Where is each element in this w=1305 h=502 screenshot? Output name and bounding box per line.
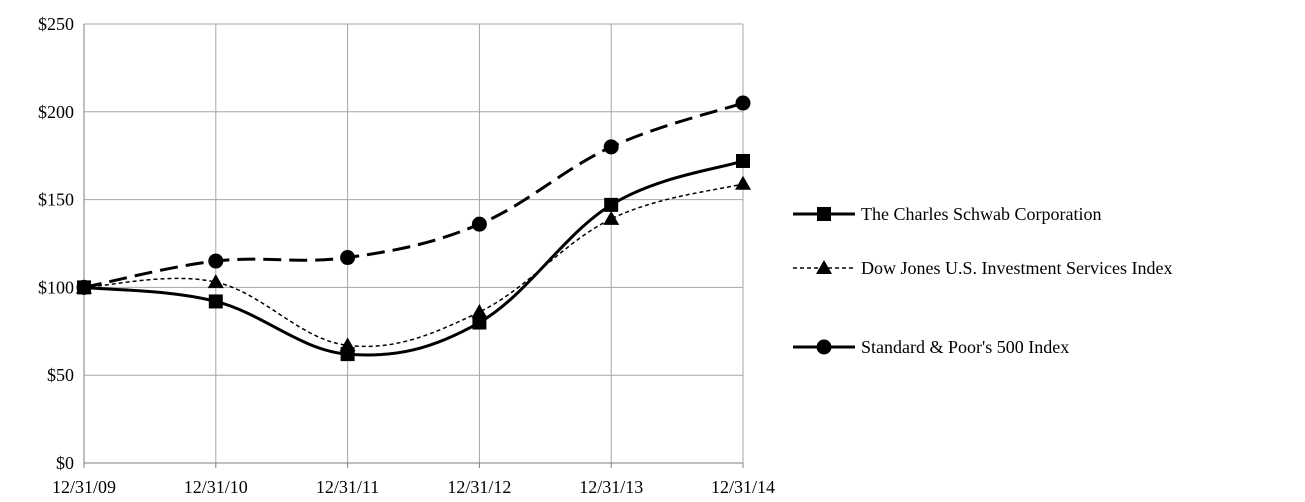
x-tick-label: 12/31/10 xyxy=(184,477,248,497)
data-point-circle xyxy=(735,95,751,111)
data-point-triangle xyxy=(471,303,488,318)
x-tick-label: 12/31/12 xyxy=(447,477,511,497)
series-line xyxy=(83,101,744,289)
y-tick-label: $50 xyxy=(47,365,74,385)
legend-item: The Charles Schwab Corporation xyxy=(793,204,1101,224)
series-line xyxy=(83,183,744,348)
series-line xyxy=(83,159,744,357)
axes xyxy=(83,24,743,464)
legend-marker-triangle xyxy=(816,260,832,274)
data-point-triangle xyxy=(603,210,620,225)
x-tick-label: 12/31/09 xyxy=(52,477,116,497)
data-point-circle xyxy=(208,253,224,269)
legend-item: Dow Jones U.S. Investment Services Index xyxy=(793,258,1172,278)
data-point-circle xyxy=(471,216,487,232)
x-tick-label: 12/31/14 xyxy=(711,477,775,497)
series-group xyxy=(76,95,751,362)
x-tick-label: 12/31/13 xyxy=(579,477,643,497)
series-square xyxy=(77,153,750,362)
y-tick-label: $0 xyxy=(56,453,74,473)
legend-label: Dow Jones U.S. Investment Services Index xyxy=(861,258,1172,278)
data-point-square xyxy=(472,315,487,330)
legend: The Charles Schwab Corporation Dow Jones … xyxy=(793,204,1172,357)
series-circle xyxy=(76,95,751,295)
legend-label: Standard & Poor's 500 Index xyxy=(861,337,1069,357)
data-point-triangle xyxy=(207,274,224,289)
grid xyxy=(84,23,744,463)
y-axis-ticks: $0 $50 $100 $150 $200 $250 xyxy=(38,14,74,473)
data-point-square xyxy=(604,197,619,212)
y-tick-label: $250 xyxy=(38,14,74,34)
legend-marker-circle xyxy=(816,339,832,355)
x-tick-label: 12/31/11 xyxy=(316,477,379,497)
y-tick-label: $200 xyxy=(38,102,74,122)
legend-label: The Charles Schwab Corporation xyxy=(861,204,1101,224)
data-point-square xyxy=(208,294,223,309)
y-tick-label: $150 xyxy=(38,190,74,210)
data-point-circle xyxy=(340,250,356,266)
data-point-square xyxy=(340,347,355,362)
data-point-square xyxy=(736,153,750,168)
legend-item: Standard & Poor's 500 Index xyxy=(793,337,1069,357)
x-axis-ticks: 12/31/09 12/31/10 12/31/11 12/31/12 12/31/13… xyxy=(52,463,775,497)
data-point-square xyxy=(77,280,91,295)
data-point-circle xyxy=(603,139,619,155)
series-triangle xyxy=(76,175,751,352)
data-point-triangle xyxy=(735,175,751,190)
legend-marker-square xyxy=(817,207,831,221)
y-tick-label: $100 xyxy=(38,277,74,297)
